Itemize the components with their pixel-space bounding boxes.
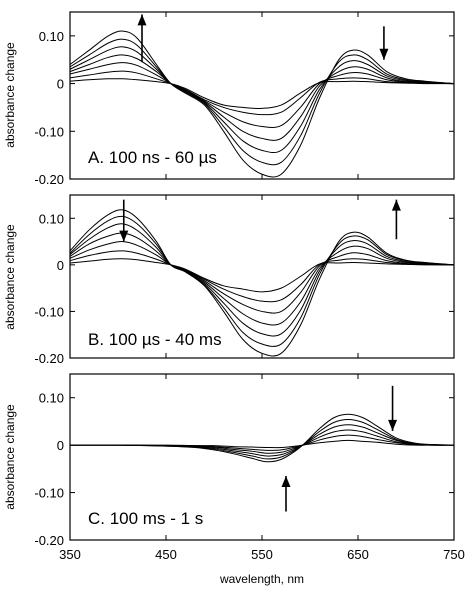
x-tick-label: 750	[443, 547, 465, 562]
trend-arrow-head	[119, 230, 129, 242]
panel-a-curves	[69, 30, 455, 178]
panel-a-label: A. 100 ns - 60 µs	[88, 148, 217, 167]
panel-b-label: B. 100 µs - 40 ms	[88, 330, 222, 349]
series-line	[69, 46, 455, 154]
y-tick-label: -0.20	[34, 172, 64, 187]
y-tick-label: 0	[57, 438, 64, 453]
x-tick-label: 550	[251, 547, 273, 562]
series-line	[69, 232, 455, 326]
panel-b-y-axis: 0.10 0 -0.10 -0.20	[34, 195, 455, 366]
x-tick-label: 350	[59, 547, 81, 562]
y-tick-label: 0.10	[39, 29, 64, 44]
series-line	[69, 424, 455, 457]
series-line	[69, 70, 455, 116]
panel-c-curves	[69, 413, 455, 463]
series-line	[69, 38, 455, 166]
panel-c-y-axis-title: absorbance change	[3, 404, 17, 510]
panel-c-arrows	[281, 385, 398, 512]
panel-a: 0.10 0 -0.10 -0.20 A. 100 ns - 60 µs absorb…	[3, 11, 455, 187]
panel-b-curves	[69, 209, 455, 357]
trend-arrow-head	[388, 419, 398, 431]
trend-arrow-head	[391, 199, 401, 211]
series-line	[69, 223, 455, 337]
panel-c: 0.10 0 -0.10 -0.20 C. 100 ms - 1 s absorban…	[3, 373, 455, 548]
trend-arrow-head	[379, 48, 389, 60]
series-line	[69, 434, 455, 451]
panel-b: 0.10 0 -0.10 -0.20 B. 100 µs - 40 ms absorb…	[3, 194, 455, 366]
y-tick-label: -0.20	[34, 351, 64, 366]
series-line	[69, 54, 455, 141]
y-tick-label: -0.10	[34, 486, 64, 501]
series-line	[69, 78, 455, 109]
panel-a-y-axis-title: absorbance change	[3, 42, 17, 148]
panel-a-y-axis: 0.10 0 -0.10 -0.20	[34, 12, 455, 187]
y-tick-label: -0.10	[34, 304, 64, 319]
x-axis: 350 450 550 650 750	[59, 547, 465, 562]
series-line	[69, 209, 455, 357]
trend-arrow-head	[137, 14, 147, 26]
panel-a-arrows	[137, 14, 389, 63]
series-line	[69, 30, 455, 178]
y-tick-label: 0.10	[39, 211, 64, 226]
panel-b-y-axis-title: absorbance change	[3, 224, 17, 330]
series-line	[70, 439, 454, 449]
series-line	[69, 241, 455, 314]
y-tick-label: 0	[57, 258, 64, 273]
x-tick-label: 650	[347, 547, 369, 562]
y-tick-label: 0.10	[39, 391, 64, 406]
series-line	[69, 250, 455, 303]
series-line	[69, 258, 455, 293]
series-line	[69, 215, 455, 347]
series-line	[69, 62, 455, 128]
panel-b-arrows	[119, 199, 401, 242]
y-tick-label: 0	[57, 77, 64, 92]
x-axis-title: wavelength, nm	[219, 572, 304, 586]
x-tick-label: 450	[155, 547, 177, 562]
panel-c-label: C. 100 ms - 1 s	[88, 509, 203, 528]
y-tick-label: -0.10	[34, 124, 64, 139]
y-tick-label: -0.20	[34, 533, 64, 548]
trend-arrow-head	[281, 475, 291, 487]
